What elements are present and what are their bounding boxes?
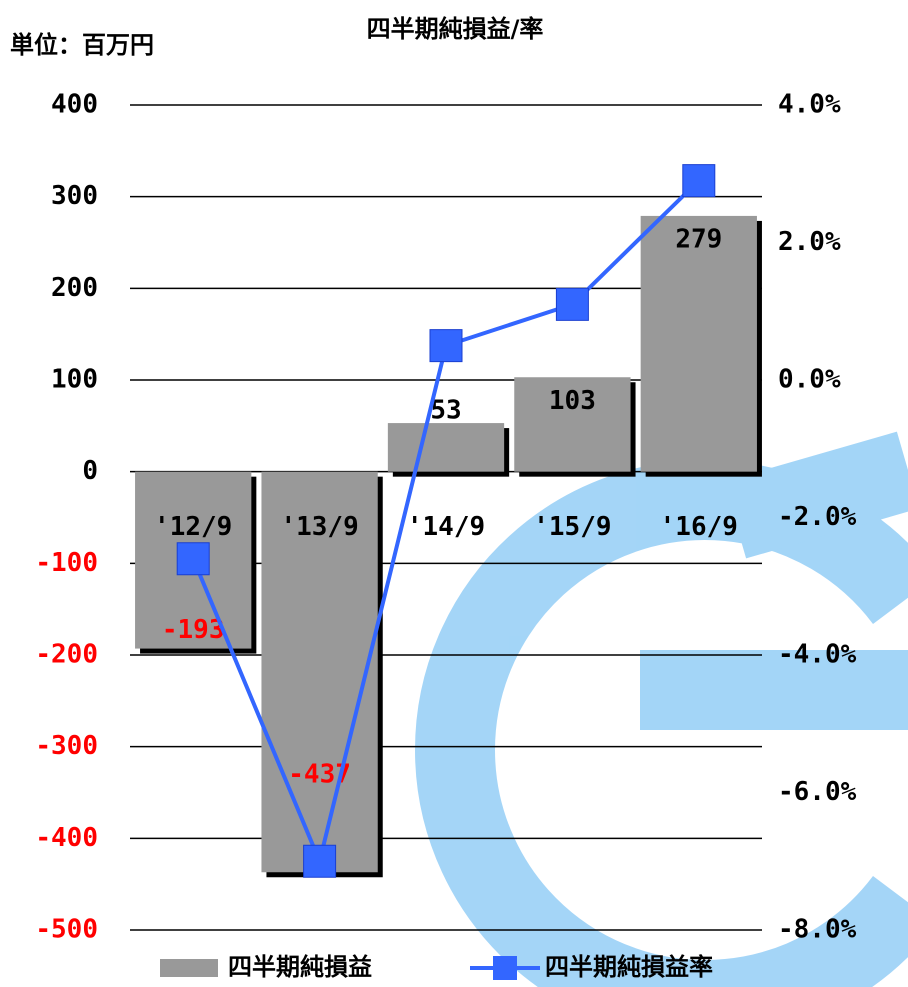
legend-swatch	[160, 959, 218, 977]
watermark-stroke	[723, 431, 908, 559]
y-tick-label: 400	[51, 90, 98, 120]
y2-tick-label: 0.0%	[778, 365, 841, 395]
y-tick-label: 100	[51, 365, 98, 395]
data-label: 103	[549, 386, 596, 416]
marker	[682, 164, 716, 198]
marker	[555, 287, 589, 321]
bar	[387, 423, 505, 472]
chart-title: 四半期純損益/率	[367, 15, 544, 43]
marker	[176, 542, 210, 576]
y2-tick-label: -2.0%	[778, 502, 857, 532]
y2-tick-label: 4.0%	[778, 90, 841, 120]
data-label: 279	[675, 224, 722, 254]
y-tick-label: 0	[82, 456, 98, 486]
x-tick-label: '14/9	[407, 512, 485, 542]
x-tick-label: '16/9	[660, 512, 738, 542]
legend-label: 四半期純損益率	[545, 953, 713, 981]
y-tick-label: 300	[51, 181, 98, 211]
y-tick-label: -100	[35, 548, 98, 578]
data-label: 53	[430, 396, 461, 426]
unit-label: 単位：百万円	[10, 31, 154, 59]
bar	[514, 377, 631, 472]
legend-label: 四半期純損益	[228, 953, 372, 981]
y-tick-label: -300	[35, 731, 98, 761]
data-label: -193	[162, 615, 225, 645]
y2-tick-label: -8.0%	[778, 915, 857, 945]
marker	[303, 844, 337, 878]
y-tick-label: -200	[35, 640, 98, 670]
y2-tick-label: 2.0%	[778, 227, 841, 257]
legend-marker	[493, 956, 517, 980]
x-tick-label: '15/9	[533, 512, 611, 542]
bar	[261, 471, 378, 873]
y-tick-label: -500	[35, 915, 98, 945]
y2-tick-label: -4.0%	[778, 640, 857, 670]
y-tick-label: 200	[51, 273, 98, 303]
watermark	[415, 431, 908, 987]
bar	[640, 215, 757, 472]
y2-tick-label: -6.0%	[778, 777, 857, 807]
x-tick-label: '12/9	[154, 512, 232, 542]
x-tick-label: '13/9	[280, 512, 358, 542]
marker	[429, 329, 463, 363]
y-tick-label: -400	[35, 823, 98, 853]
